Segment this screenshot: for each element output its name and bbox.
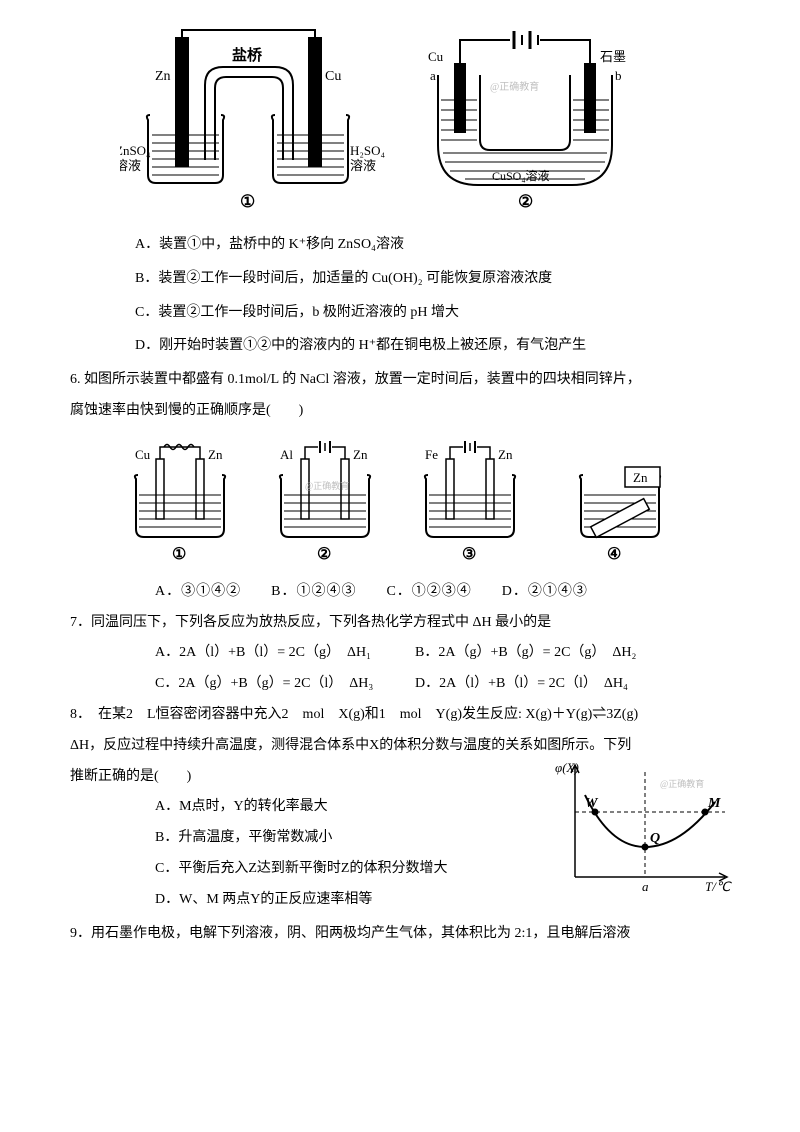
- q7-eqB: B．2A（g）+B（g）= 2C（g） ΔH₂: [415, 638, 675, 669]
- svg-text:Cu: Cu: [135, 447, 151, 462]
- q5-optD: D．刚开始时装置①②中的溶液内的 H⁺都在铜电极上被还原，有气泡产生: [70, 331, 740, 362]
- zn-label: Zn: [155, 69, 171, 84]
- diagram1-num: ①: [240, 192, 255, 211]
- q8-chart: φ(X) W M Q a T/℃ @正确教育: [550, 757, 740, 920]
- h2so4-label: H₂SO₄: [350, 143, 386, 158]
- svg-text:φ(X): φ(X): [555, 760, 579, 775]
- q5-diagrams: Zn Cu 盐桥 ZnSO₄ 溶液 H₂SO₄ 溶液 ①: [120, 25, 740, 215]
- svg-text:③: ③: [462, 546, 476, 563]
- bridge-label: 盐桥: [232, 46, 263, 64]
- svg-text:Q: Q: [650, 831, 660, 846]
- diagram-1: Zn Cu 盐桥 ZnSO₄ 溶液 H₂SO₄ 溶液 ①: [120, 25, 390, 215]
- beaker-1: Cu Zn ①: [120, 437, 240, 567]
- a-label: a: [430, 68, 436, 83]
- beaker-4: Zn ④: [555, 437, 675, 567]
- znso4-label: ZnSO₄: [120, 143, 151, 158]
- svg-text:④: ④: [607, 546, 621, 563]
- q6-beakers: Cu Zn ① Al Zn @正确教育 ② Fe Zn ③ Zn ④: [120, 437, 740, 567]
- beaker-2: Al Zn @正确教育 ②: [265, 437, 385, 567]
- q8-stem1: 8． 在某2 L恒容密闭容器中充入2 mol X(g)和1 mol Y(g)发生…: [70, 700, 740, 731]
- svg-text:T/℃: T/℃: [705, 879, 732, 894]
- svg-text:a: a: [642, 879, 649, 894]
- svg-text:W: W: [585, 796, 599, 811]
- q6-stem1: 6. 如图所示装置中都盛有 0.1mol/L 的 NaCl 溶液，放置一定时间后…: [70, 365, 740, 396]
- cuso4-label: CuSO₄溶液: [492, 168, 550, 183]
- q7-eqC: C．2A（g）+B（g）= 2C（l） ΔH₃: [155, 669, 415, 700]
- q5-optC: C．装置②工作一段时间后，b 极附近溶液的 pH 增大: [70, 298, 740, 329]
- diagram2-num: ②: [518, 192, 533, 211]
- q5-optB: B．装置②工作一段时间后，加适量的 Cu(OH)₂ 可能恢复原溶液浓度: [70, 264, 740, 295]
- svg-text:Fe: Fe: [425, 447, 438, 462]
- cu-label-2: Cu: [428, 49, 444, 64]
- svg-text:@正确教育: @正确教育: [305, 480, 349, 491]
- beaker-3: Fe Zn ③: [410, 437, 530, 567]
- q7-row2: C．2A（g）+B（g）= 2C（l） ΔH₃ D．2A（l）+B（l）= 2C…: [70, 669, 740, 700]
- q7-eqD: D．2A（l）+B（l）= 2C（l） ΔH₄: [415, 669, 675, 700]
- q6-opts: A．③①④② B．①②④③ C．①②③④ D．②①④③: [70, 577, 740, 608]
- q7-row1: A．2A（l）+B（l）= 2C（g） ΔH₁ B．2A（g）+B（g）= 2C…: [70, 638, 740, 669]
- svg-text:Zn: Zn: [208, 447, 223, 462]
- svg-text:Zn: Zn: [498, 447, 513, 462]
- svg-text:Zn: Zn: [353, 447, 368, 462]
- q7-eqA: A．2A（l）+B（l）= 2C（g） ΔH₁: [155, 638, 415, 669]
- svg-text:@正确教育: @正确教育: [660, 778, 704, 789]
- h2so4-label2: 溶液: [350, 158, 376, 173]
- svg-text:Al: Al: [280, 447, 293, 462]
- q9-stem: 9．用石墨作电极，电解下列溶液，阴、阳两极均产生气体，其体积比为 2:1，且电解…: [70, 919, 740, 950]
- b-label: b: [615, 68, 622, 83]
- cu-label: Cu: [325, 69, 341, 84]
- svg-text:Zn: Zn: [633, 470, 648, 485]
- znso4-label2: 溶液: [120, 158, 141, 173]
- shimo-label: 石墨: [600, 49, 626, 64]
- svg-text:②: ②: [317, 546, 331, 563]
- q7-stem: 7．同温同压下，下列各反应为放热反应，下列各热化学方程式中 ΔH 最小的是: [70, 608, 740, 639]
- q5-optA: A．装置①中，盐桥中的 K⁺移向 ZnSO₄溶液: [70, 230, 740, 261]
- q6-stem2: 腐蚀速率由快到慢的正确顺序是( ): [70, 396, 740, 427]
- svg-text:M: M: [707, 796, 721, 811]
- svg-text:①: ①: [172, 546, 186, 563]
- diagram-2: Cu 石墨 a b @正确教育 CuSO₄溶液 ②: [410, 25, 640, 215]
- watermark-2: @正确教育: [490, 80, 539, 93]
